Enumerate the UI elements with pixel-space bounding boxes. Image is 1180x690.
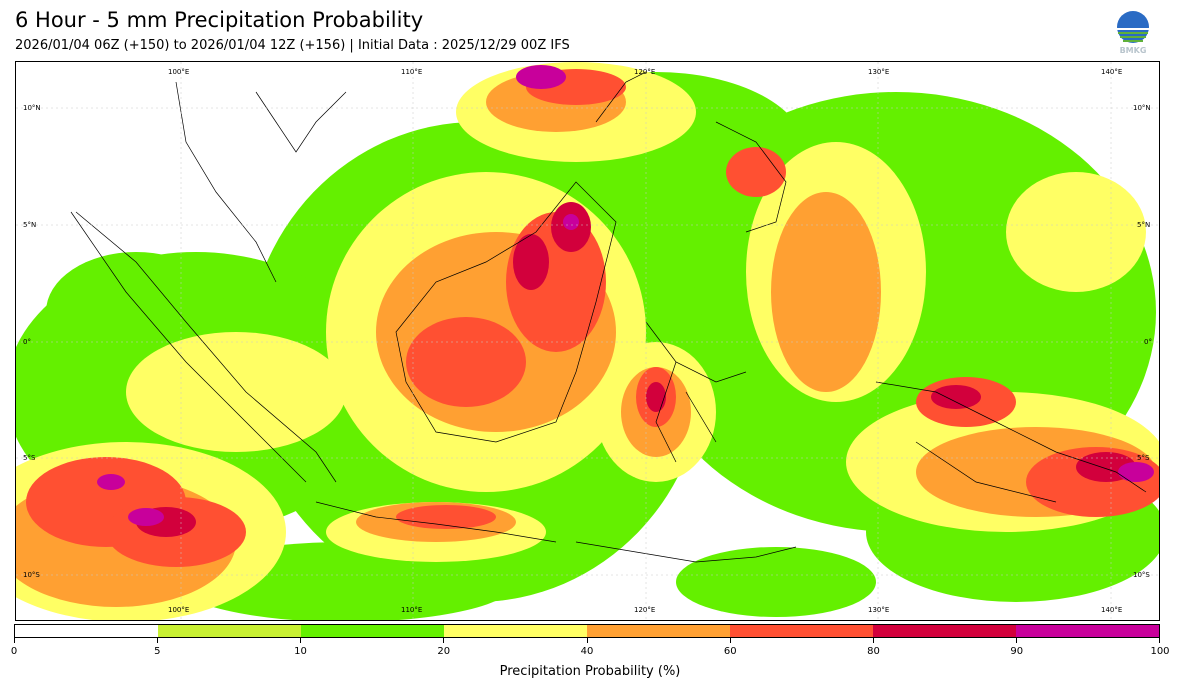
colorbar-tick-mark (443, 638, 445, 643)
colorbar-tick-label: 100 (1150, 646, 1170, 657)
colorbar-segment (587, 625, 730, 637)
colorbar-tick-label: 60 (723, 646, 737, 657)
colorbar-tick-label: 20 (437, 646, 451, 657)
lon-label-140e-bottom: 140°E (1101, 606, 1123, 614)
lat-label-0-left: 0° (23, 338, 31, 346)
lon-label-100e-bottom: 100°E (168, 606, 190, 614)
lat-label-5s-right: 5°S (1137, 454, 1150, 462)
colorbar-tick-label: 90 (1010, 646, 1024, 657)
colorbar-segment (1016, 625, 1159, 637)
colorbar-segment (15, 625, 158, 637)
colorbar-tick-mark (1016, 638, 1018, 643)
lat-label-5n-left: 5°N (23, 221, 37, 229)
lon-label-130e-top: 130°E (868, 68, 890, 76)
colorbar-tick-label: 80 (867, 646, 880, 657)
bmkg-logo: BMKG (1114, 10, 1152, 56)
lat-label-10s-right: 10°S (1133, 571, 1150, 579)
lon-label-130e-bottom: 130°E (868, 606, 890, 614)
lon-label-110e-bottom: 110°E (401, 606, 423, 614)
lon-label-140e-top: 140°E (1101, 68, 1123, 76)
colorbar-tick-label: 40 (580, 646, 594, 657)
lat-label-10n-left: 10°N (23, 104, 41, 112)
precipitation-field (16, 62, 1159, 620)
lon-label-110e-top: 110°E (401, 68, 423, 76)
colorbar-tick-mark (873, 638, 874, 643)
lat-label-10s-left: 10°S (23, 571, 40, 579)
colorbar-tick-mark (729, 638, 731, 643)
svg-text:BMKG: BMKG (1120, 46, 1147, 55)
lat-label-0-right: 0° (1144, 338, 1152, 346)
probability-contours (16, 62, 1159, 620)
colorbar-tick-label: 5 (154, 646, 161, 657)
coastlines (70, 71, 1147, 563)
lat-label-10n-right: 10°N (1133, 104, 1151, 112)
graticule (16, 62, 1159, 620)
colorbar-tick-mark (586, 638, 588, 643)
colorbar-segment (158, 625, 301, 637)
colorbar (14, 624, 1160, 638)
colorbar-tick-mark (1158, 638, 1160, 643)
colorbar-title: Precipitation Probability (%) (499, 664, 681, 679)
precipitation-map: 100°E 110°E 120°E 130°E 140°E 100°E 110°… (15, 61, 1160, 621)
colorbar-tick-label: 10 (294, 646, 307, 657)
lon-label-100e-top: 100°E (168, 68, 190, 76)
colorbar-tick-label: 0 (10, 646, 18, 657)
colorbar-tick-mark (156, 638, 158, 643)
page-title: 6 Hour - 5 mm Precipitation Probability (15, 8, 424, 32)
lon-label-120e-bottom: 120°E (634, 606, 656, 614)
lat-label-5s-left: 5°S (23, 454, 36, 462)
lon-label-120e-top: 120°E (634, 68, 656, 76)
colorbar-segment (444, 625, 587, 637)
colorbar-segment (873, 625, 1016, 637)
lat-label-5n-right: 5°N (1137, 221, 1151, 229)
colorbar-tick-mark (13, 638, 15, 643)
colorbar-segment (301, 625, 444, 637)
forecast-period-subtitle: 2026/01/04 06Z (+150) to 2026/01/04 12Z … (15, 38, 570, 53)
colorbar-tick-mark (300, 638, 301, 643)
colorbar-segment (730, 625, 873, 637)
